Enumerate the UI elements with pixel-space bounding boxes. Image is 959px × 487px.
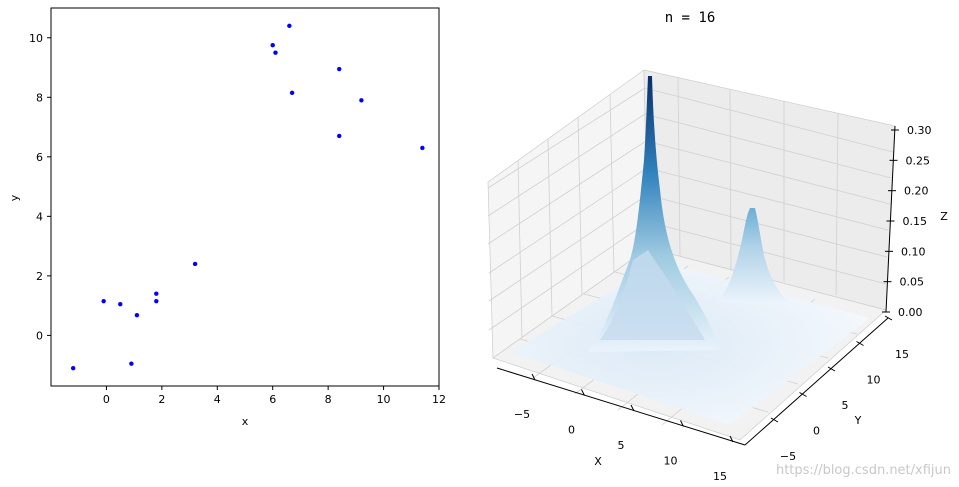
- z-axis-label: Z: [940, 210, 948, 223]
- scatter-point: [289, 90, 295, 96]
- scatter-point: [70, 365, 76, 371]
- x-tick-mark: [630, 404, 635, 412]
- z-tick-label: 0.00: [898, 306, 923, 319]
- scatter-x-tick-label: 8: [325, 393, 332, 406]
- z-tick-label: 0.10: [901, 245, 926, 258]
- y-tick-mark: [799, 392, 807, 397]
- scatter-point: [337, 133, 342, 139]
- x-tick-label: 10: [664, 455, 678, 468]
- y-tick-mark: [827, 366, 836, 372]
- scatter-y-tick-label: 2: [36, 270, 43, 283]
- watermark-text: https://blog.csdn.net/xfijun: [776, 463, 951, 478]
- scatter-y-tick-label: 0: [36, 329, 43, 342]
- scatter-y-tick-label: 6: [36, 151, 43, 164]
- scatter-point: [337, 66, 342, 72]
- scatter-point: [154, 298, 159, 304]
- y-tick-label: 10: [867, 374, 881, 387]
- y-tick-mark: [856, 341, 864, 346]
- scatter-point: [134, 312, 140, 318]
- z-axis-line: [885, 125, 896, 313]
- scatter-x-tick-label: 6: [269, 393, 276, 406]
- scatter-y-label: y: [8, 194, 21, 201]
- x-tick-mark: [729, 435, 734, 443]
- scatter-plot: 0 2 4 6 8 10 12 0 2 4 6 8 10 x y: [8, 7, 446, 428]
- scatter-x-tick-label: 2: [158, 393, 165, 406]
- x-tick-label: −5: [514, 408, 530, 421]
- surface-title: n = 16: [665, 10, 716, 26]
- z-tick-label: 0.20: [904, 185, 929, 198]
- scatter-y-tick-label: 8: [36, 91, 43, 104]
- surface-peak-secondary: [718, 208, 792, 305]
- y-axis-line: [744, 317, 889, 446]
- z-tick-label: 0.05: [900, 276, 925, 289]
- z-tick-label: 0.30: [907, 124, 932, 137]
- y-axis-ticks: −5 0 5 10 15: [770, 315, 909, 463]
- z-tick-label: 0.15: [903, 215, 928, 228]
- x-axis-ticks: −5 0 5 10 15: [514, 373, 734, 483]
- x-tick-label: 5: [618, 439, 625, 452]
- scatter-point: [118, 301, 123, 307]
- z-axis-ticks: 0.00 0.05 0.10 0.15 0.20 0.25 0.30: [882, 124, 932, 319]
- x-axis-line: [496, 367, 746, 446]
- scatter-points: [70, 23, 425, 371]
- y-tick-mark: [770, 417, 779, 423]
- y-tick-label: −5: [780, 450, 796, 463]
- y-tick-label: 0: [813, 425, 820, 438]
- scatter-y-ticks: 0 2 4 6 8 10: [29, 32, 51, 342]
- scatter-point: [287, 23, 292, 29]
- x-tick-label: 0: [568, 424, 575, 437]
- x-axis-label: X: [594, 455, 602, 468]
- surface-peak-main: [588, 76, 720, 352]
- scatter-x-tick-label: 10: [377, 393, 391, 406]
- scatter-x-tick-label: 0: [103, 393, 110, 406]
- y-tick-label: 15: [895, 348, 909, 361]
- scatter-y-tick-label: 4: [36, 210, 43, 223]
- scatter-point: [192, 261, 198, 267]
- y-tick-label: 5: [842, 399, 849, 412]
- scatter-point: [420, 145, 425, 151]
- y-axis-label: Y: [854, 414, 862, 427]
- scatter-point: [154, 291, 159, 296]
- scatter-point: [270, 43, 275, 48]
- scatter-point: [129, 361, 134, 366]
- scatter-point: [101, 298, 106, 304]
- scatter-x-label: x: [242, 415, 249, 428]
- y-tick-mark: [884, 315, 893, 321]
- scatter-x-tick-label: 12: [432, 393, 446, 406]
- scatter-axes-frame: [50, 7, 440, 387]
- x-tick-label: 15: [713, 470, 727, 483]
- scatter-point: [273, 50, 278, 55]
- scatter-point: [359, 98, 364, 103]
- scatter-x-tick-label: 4: [214, 393, 221, 406]
- z-tick-label: 0.25: [906, 154, 931, 167]
- x-tick-mark: [531, 373, 536, 381]
- x-tick-mark: [680, 420, 684, 427]
- scatter-y-tick-label: 10: [29, 32, 43, 45]
- x-tick-mark: [581, 389, 585, 396]
- surface-plot: n = 16: [487, 10, 948, 483]
- scatter-x-ticks: 0 2 4 6 8 10 12: [103, 386, 446, 406]
